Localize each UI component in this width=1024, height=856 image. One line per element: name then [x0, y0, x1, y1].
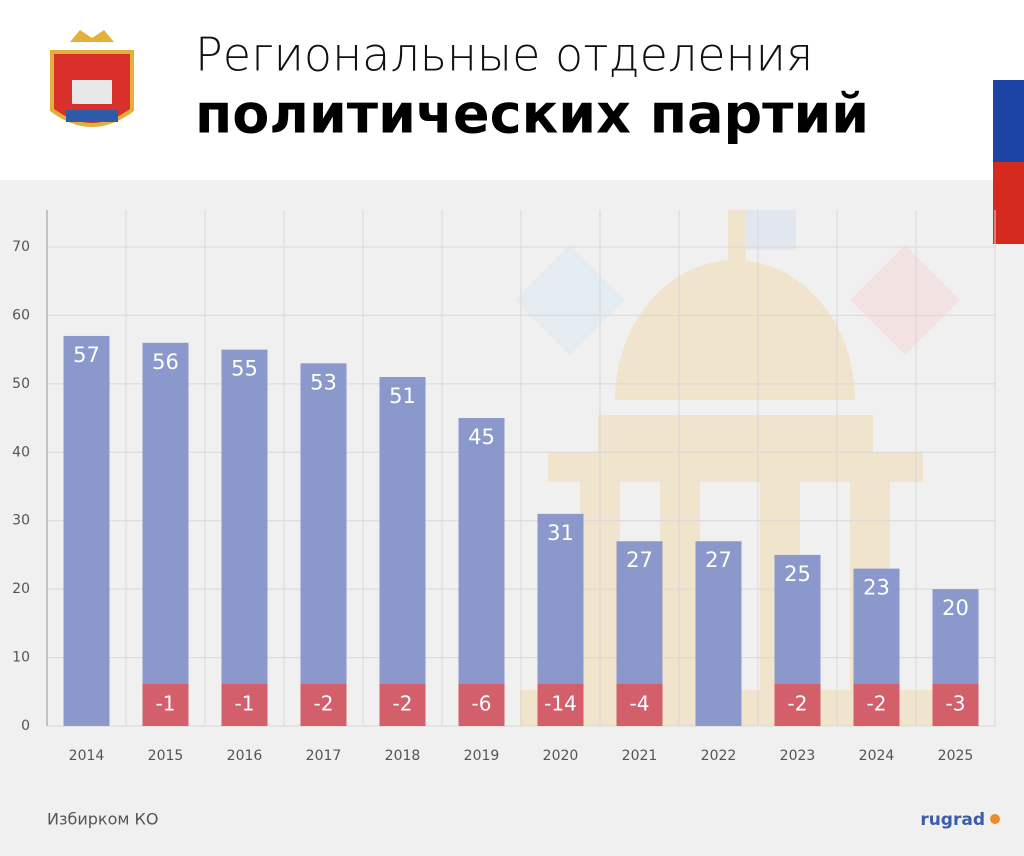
x-tick-label: 2015 [148, 748, 184, 764]
bar [695, 541, 742, 726]
x-tick-label: 2017 [306, 748, 342, 764]
change-label: -4 [630, 692, 650, 716]
y-tick-label: 40 [12, 444, 30, 460]
value-label: 57 [73, 343, 100, 367]
y-tick-label: 20 [12, 581, 30, 597]
value-label: 55 [231, 357, 258, 381]
change-label: -1 [156, 692, 176, 716]
value-label: 45 [468, 425, 495, 449]
value-label: 25 [784, 562, 811, 586]
x-tick-label: 2021 [622, 748, 658, 764]
x-tick-label: 2018 [385, 748, 421, 764]
bar [300, 363, 347, 726]
bar [458, 418, 505, 726]
x-tick-label: 2024 [859, 748, 895, 764]
change-badge [853, 684, 900, 726]
value-label: 53 [310, 370, 337, 394]
change-badge [221, 684, 268, 726]
value-label: 51 [389, 384, 416, 408]
header [0, 0, 1024, 180]
bar [63, 335, 110, 726]
change-badge [458, 684, 505, 726]
change-badge [932, 684, 979, 726]
change-badge [616, 684, 663, 726]
change-label: -14 [544, 692, 577, 716]
change-label: -2 [788, 692, 808, 716]
emblem [50, 30, 134, 127]
change-label: -3 [946, 692, 966, 716]
change-label: -1 [235, 692, 255, 716]
change-label: -2 [867, 692, 887, 716]
x-tick-label: 2014 [69, 748, 105, 764]
bar [379, 377, 426, 726]
y-tick-label: 60 [12, 307, 30, 323]
bar [142, 342, 189, 726]
change-badge [142, 684, 189, 726]
y-tick-label: 50 [12, 376, 30, 392]
value-label: 56 [152, 350, 179, 374]
x-tick-label: 2025 [938, 748, 974, 764]
change-badge [379, 684, 426, 726]
value-label: 27 [705, 548, 732, 572]
value-label: 20 [942, 596, 969, 620]
x-tick-label: 2019 [464, 748, 500, 764]
y-tick-label: 10 [12, 650, 30, 666]
bar [221, 349, 268, 726]
title-line2: политических партий [195, 83, 869, 146]
value-label: 27 [626, 548, 653, 572]
x-tick-label: 2020 [543, 748, 579, 764]
y-tick-label: 70 [12, 239, 30, 255]
change-label: -2 [314, 692, 334, 716]
change-badge [774, 684, 821, 726]
y-tick-label: 30 [12, 513, 30, 529]
change-badge [537, 684, 584, 726]
change-label: -2 [393, 692, 413, 716]
title-line1: Региональные отделения [195, 28, 813, 82]
x-tick-label: 2016 [227, 748, 263, 764]
value-label: 23 [863, 576, 890, 600]
x-tick-label: 2022 [701, 748, 737, 764]
brand: rugrad [920, 810, 985, 830]
brand-dot [990, 814, 1000, 824]
x-tick-label: 2023 [780, 748, 816, 764]
y-tick-label: 0 [21, 718, 30, 734]
change-label: -6 [472, 692, 492, 716]
flag [993, 0, 1024, 244]
source: Избирком КО [47, 810, 158, 829]
change-badge [300, 684, 347, 726]
value-label: 31 [547, 521, 574, 545]
